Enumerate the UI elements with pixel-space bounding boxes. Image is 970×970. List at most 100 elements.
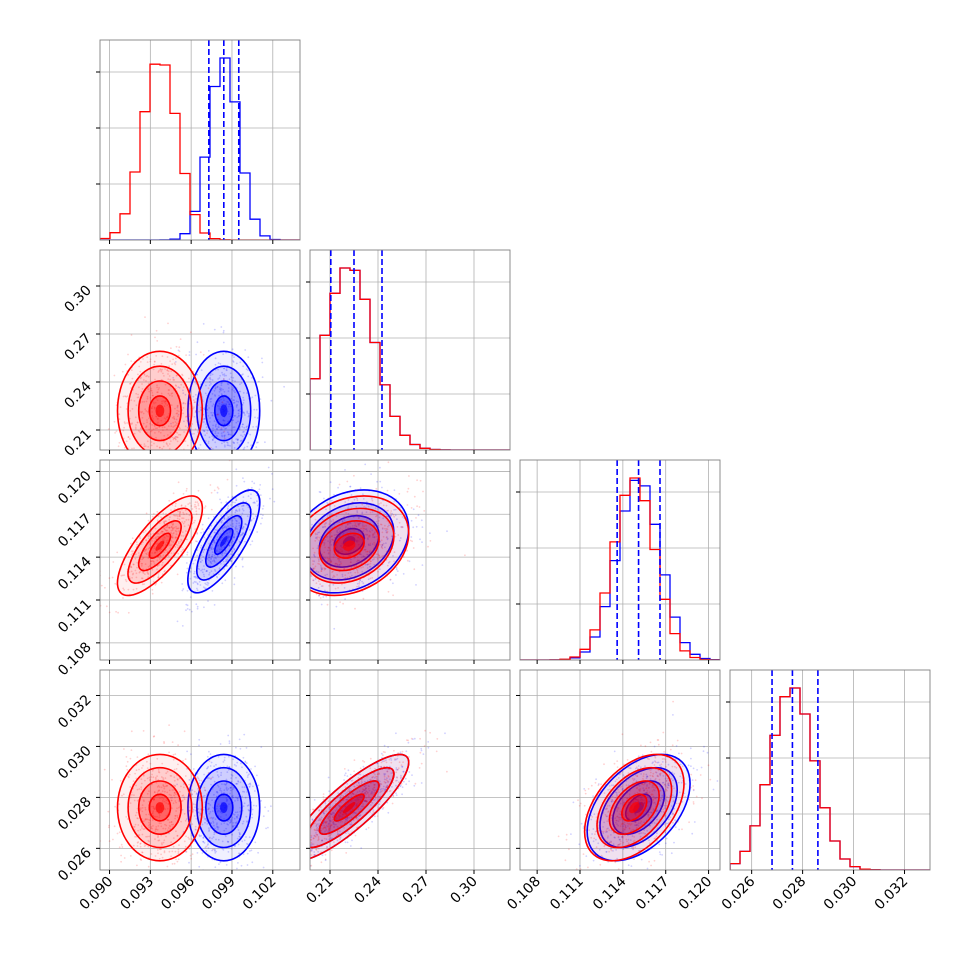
scatter-point [216,529,218,532]
scatter-point [148,543,151,545]
scatter-point [208,556,211,559]
scatter-point [329,820,332,822]
scatter-point [218,377,221,379]
scatter-point [152,807,155,810]
scatter-point [153,547,156,550]
scatter-point [204,789,206,791]
scatter-point [165,802,168,804]
scatter-point [175,424,177,426]
scatter-point [177,481,180,484]
scatter-point [178,844,180,846]
scatter-point [245,453,247,455]
scatter-point [104,586,106,589]
scatter-point [153,363,156,366]
scatter-point [177,527,180,530]
scatter-point [203,842,206,844]
scatter-point [361,570,364,573]
scatter-point [164,827,167,830]
scatter-point [199,584,202,586]
scatter-point [180,820,183,823]
scatter-point [239,781,242,784]
scatter-point [203,568,206,571]
scatter-point [149,762,152,765]
scatter-point [344,818,347,821]
scatter-point [338,483,341,486]
scatter-point [380,523,383,526]
scatter-point [170,425,173,428]
scatter-point [314,578,317,580]
scatter-point [358,574,361,577]
scatter-point [335,533,338,536]
scatter-point [211,543,214,546]
scatter-point [165,824,168,827]
scatter-point [173,425,176,427]
scatter-point [393,560,395,563]
scatter-point [330,535,333,538]
scatter-point [241,533,244,536]
scatter-point [374,543,376,546]
scatter-point [235,527,237,530]
scatter-point [147,572,150,575]
scatter-point [302,571,304,573]
scatter-point [220,427,223,429]
scatter-point [194,825,197,828]
scatter-point [156,565,159,567]
scatter-point [230,514,233,517]
scatter-point [194,519,196,522]
scatter-point [108,840,111,842]
scatter-point [180,550,183,553]
scatter-point [166,416,169,419]
scatter-point [246,515,249,518]
scatter-point [314,540,317,542]
scatter-point [385,786,388,789]
scatter-point [165,526,168,529]
scatter-point [217,786,220,788]
scatter-point [355,804,358,807]
scatter-point [213,540,216,543]
scatter-point [217,809,220,812]
scatter-point [157,421,159,424]
scatter-point [183,730,186,733]
scatter-point [310,849,313,852]
scatter-point [243,446,246,449]
scatter-point [357,524,360,527]
scatter-point [345,512,347,514]
scatter-point [154,427,157,430]
scatter-point [310,573,312,576]
scatter-point [143,845,146,847]
scatter-point [192,809,195,811]
scatter-point [235,776,237,779]
scatter-point [179,540,182,543]
scatter-point [184,775,187,777]
scatter-point [172,532,175,534]
scatter-point [243,430,245,433]
scatter-point [310,526,312,529]
scatter-point [242,504,245,507]
scatter-point [323,541,326,544]
scatter-point [166,799,169,802]
scatter-point [127,776,130,779]
scatter-point [248,529,251,531]
scatter-point [166,434,169,436]
scatter-point [251,808,254,811]
scatter-point [257,784,260,787]
scatter-point [167,803,170,805]
scatter-point [166,369,169,371]
scatter-point [125,408,128,410]
scatter-point [330,499,333,502]
scatter-point [353,565,355,568]
scatter-point [366,553,368,556]
scatter-point [189,430,192,432]
contour-series-0 [155,404,165,417]
scatter-point [152,814,155,817]
scatter-point [231,354,234,357]
scatter-point [141,388,144,390]
scatter-point [158,816,161,819]
scatter-point [334,587,337,590]
scatter-point [236,404,239,406]
scatter-point [129,802,132,804]
scatter-point [209,376,212,379]
scatter-point [202,353,205,356]
scatter-point [198,865,201,868]
scatter-point [211,799,214,802]
